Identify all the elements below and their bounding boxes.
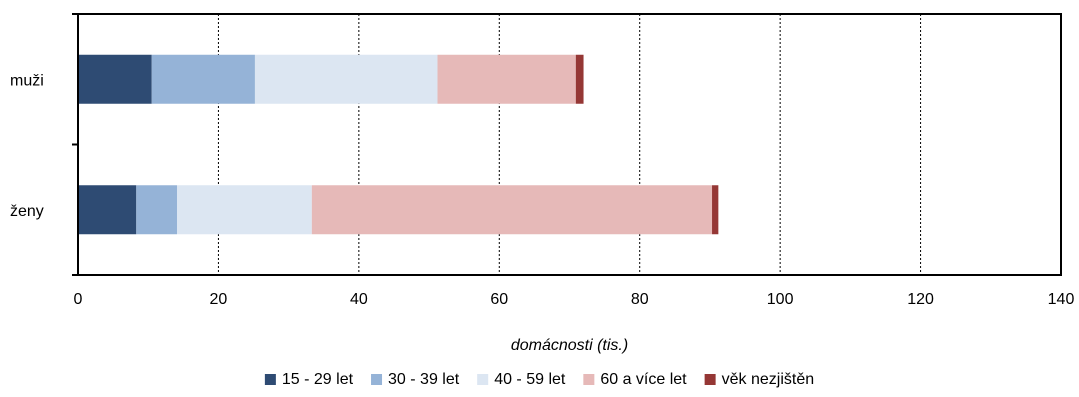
legend-item: 60 a více let <box>583 371 687 388</box>
legend-label: 60 a více let <box>600 371 687 388</box>
x-tick-label: 20 <box>210 291 228 308</box>
x-tick-label: 100 <box>767 291 794 308</box>
legend-item: věk nezjištěn <box>704 371 815 388</box>
bar-segment <box>151 54 255 104</box>
legend-swatch <box>477 374 489 385</box>
legend-item: 40 - 59 let <box>477 371 566 388</box>
legend: 15 - 29 let 30 - 39 let 40 - 59 let 60 a ví… <box>264 371 815 388</box>
bar-segment <box>575 54 584 104</box>
x-tick-label: 80 <box>631 291 649 308</box>
category-labels: muži ženy <box>10 72 44 220</box>
legend-label: 15 - 29 let <box>282 371 354 388</box>
y-axis-ticks <box>72 13 78 276</box>
legend-item: 30 - 39 let <box>371 371 460 388</box>
bar-segment <box>712 185 719 235</box>
x-tick-label: 40 <box>350 291 368 308</box>
x-tick-label: 0 <box>74 291 83 308</box>
bar-segment <box>78 54 152 104</box>
bar-segment <box>177 185 312 235</box>
bar-segment <box>78 185 137 235</box>
category-label: muži <box>10 72 44 89</box>
x-tick-label: 120 <box>907 291 934 308</box>
legend-item: 15 - 29 let <box>264 371 354 388</box>
plot-area <box>78 14 1061 275</box>
category-label: ženy <box>10 203 44 220</box>
bar-segment <box>311 185 713 235</box>
legend-swatch <box>371 374 383 385</box>
x-tick-label: 140 <box>1048 291 1075 308</box>
bars <box>78 54 719 235</box>
bar-segment <box>254 54 438 104</box>
x-axis-title: domácnosti (tis.) <box>511 337 628 354</box>
legend-swatch <box>264 374 276 385</box>
legend-label: 40 - 59 let <box>494 371 566 388</box>
legend-swatch <box>704 374 716 385</box>
bar-segment <box>136 185 178 235</box>
x-axis-ticks: 0 20 40 60 80 100 120 140 <box>74 291 1075 308</box>
bar-segment <box>437 54 576 104</box>
legend-swatch <box>583 374 595 385</box>
legend-label: věk nezjištěn <box>722 371 815 388</box>
legend-label: 30 - 39 let <box>388 371 460 388</box>
x-tick-label: 60 <box>490 291 508 308</box>
